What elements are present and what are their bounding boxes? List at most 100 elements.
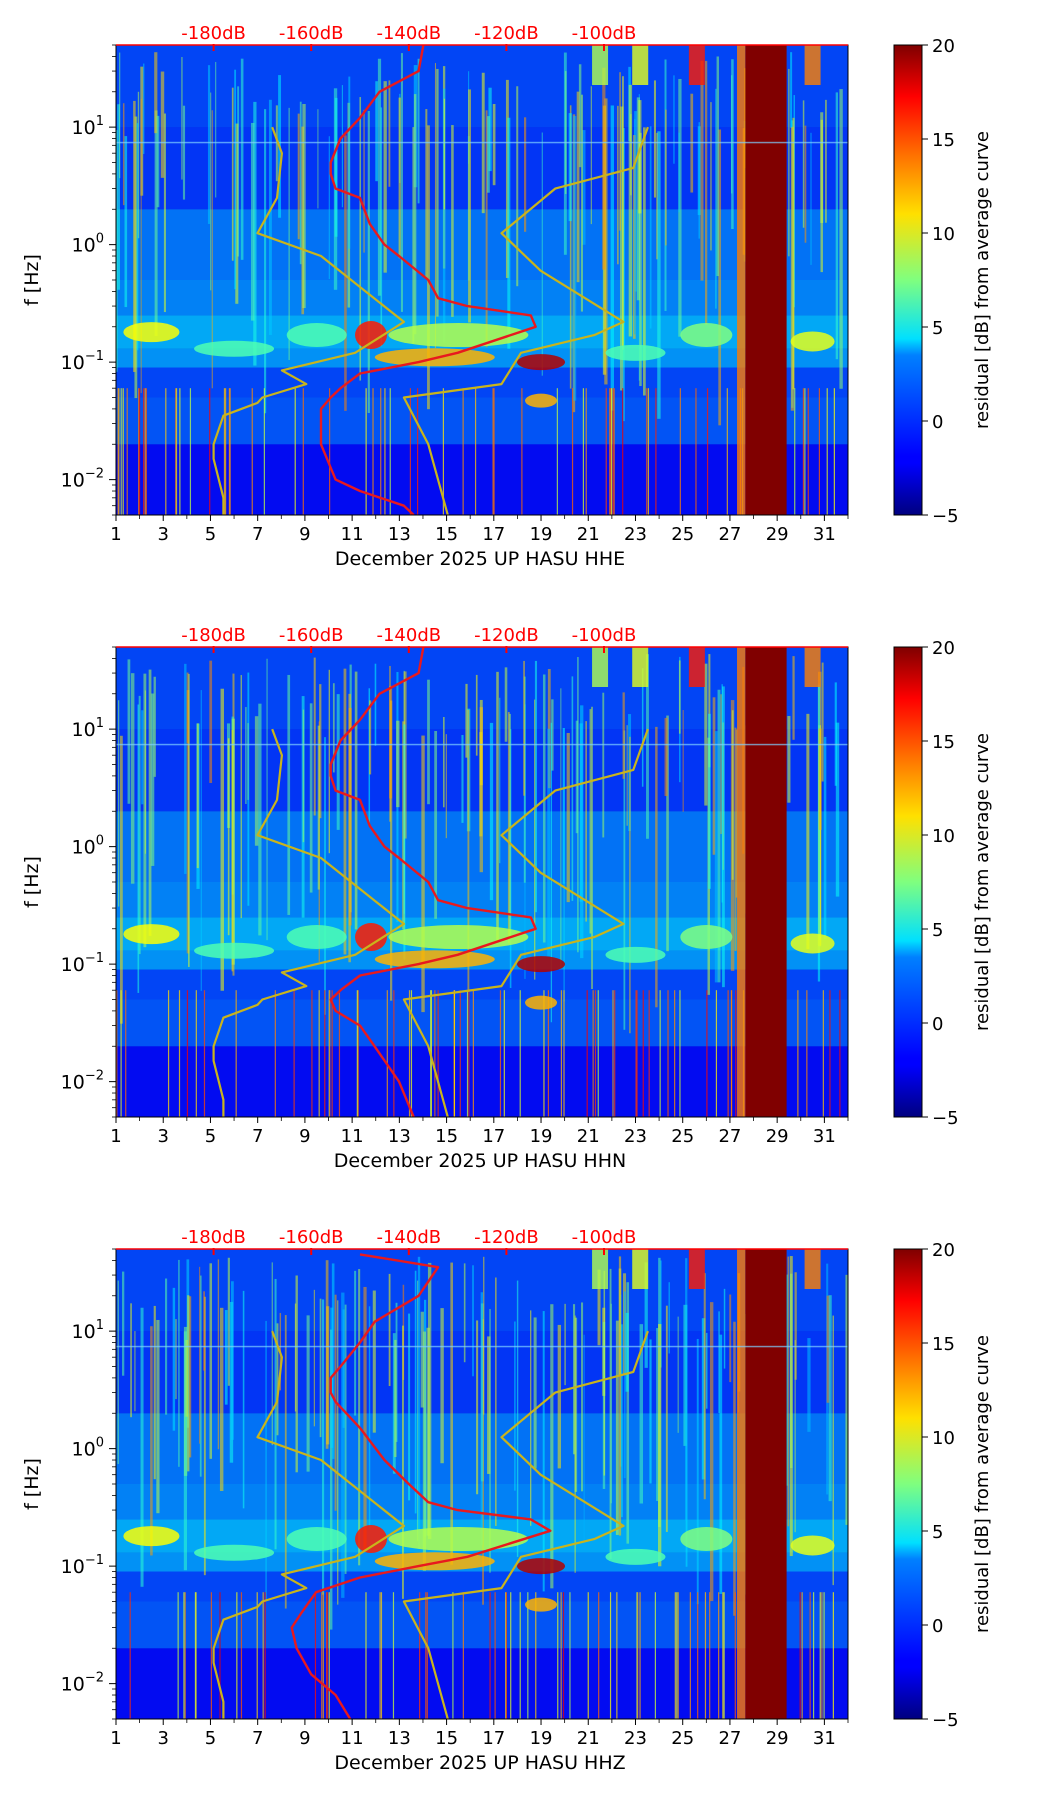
- heatmap-streak: [178, 1259, 180, 1467]
- heatmap-streak: [622, 388, 624, 515]
- heatmap-streak: [328, 136, 330, 280]
- x-tick-label: 29: [766, 1126, 789, 1147]
- heatmap-streak: [541, 132, 543, 376]
- heatmap-streak: [475, 674, 478, 756]
- heatmap-streak: [451, 125, 454, 317]
- heatmap-streak: [677, 1592, 679, 1719]
- heatmap-streak: [582, 388, 585, 515]
- heatmap-blob: [592, 1249, 609, 1289]
- heatmap-streak: [547, 728, 551, 956]
- heatmap-streak: [578, 64, 582, 168]
- heatmap-blob: [804, 45, 821, 85]
- heatmap-streak: [334, 97, 338, 237]
- heatmap-streak: [240, 58, 244, 260]
- heatmap-streak: [172, 1287, 176, 1431]
- heatmap-streak: [129, 1592, 131, 1719]
- heatmap-streak: [118, 388, 120, 515]
- colorbar-tick-label: 5: [932, 920, 943, 941]
- heatmap-streak: [679, 388, 681, 515]
- heatmap-streak: [486, 116, 490, 193]
- heatmap-blob: [525, 995, 558, 1010]
- heatmap-streak: [389, 388, 391, 515]
- heatmap-streak: [203, 1296, 206, 1576]
- heatmap-streak: [386, 990, 388, 1117]
- heatmap-streak: [722, 1592, 724, 1719]
- heatmap-streak: [628, 84, 633, 337]
- heatmap-streak: [703, 1273, 706, 1500]
- heatmap-streak: [712, 697, 716, 855]
- heatmap-streak: [295, 1275, 298, 1473]
- heatmap-streak: [704, 1592, 707, 1719]
- x-tick-label: 21: [577, 1728, 600, 1749]
- heatmap-streak: [604, 98, 608, 385]
- heatmap-streak: [534, 699, 536, 980]
- heatmap-streak: [332, 683, 335, 773]
- heatmap-streak: [621, 1324, 623, 1518]
- heatmap-streak: [175, 388, 177, 515]
- heatmap-streak: [700, 60, 704, 281]
- heatmap-streak: [806, 713, 810, 950]
- heatmap-streak: [706, 388, 709, 515]
- heatmap-streak: [674, 1592, 676, 1719]
- saturated-band-edge: [737, 45, 746, 515]
- heatmap-streak: [731, 59, 734, 230]
- colorbar-tick-label: −5: [932, 1108, 959, 1129]
- heatmap-streak: [365, 388, 367, 515]
- heatmap-streak: [412, 127, 415, 344]
- colorbar-tick-label: 15: [932, 130, 955, 151]
- heatmap-streak: [792, 656, 795, 740]
- heatmap-streak: [659, 1260, 662, 1368]
- heatmap-streak: [715, 88, 717, 309]
- heatmap-streak: [452, 1592, 454, 1719]
- heatmap-streak: [636, 1592, 638, 1719]
- heatmap-blob: [632, 647, 649, 687]
- heatmap-streak: [284, 1315, 287, 1609]
- heatmap-streak: [209, 1263, 213, 1459]
- heatmap-streak: [516, 86, 519, 287]
- heatmap-streak: [557, 1592, 559, 1719]
- heatmap-streak: [613, 388, 615, 515]
- heatmap-streak: [240, 1592, 243, 1719]
- heatmap-streak: [499, 697, 501, 864]
- x-tick-label: 9: [299, 1728, 310, 1749]
- heatmap-streak: [231, 87, 234, 261]
- heatmap-streak: [194, 1592, 197, 1719]
- heatmap-streak: [178, 990, 181, 1117]
- heatmap-streak: [817, 684, 821, 982]
- heatmap-streak: [165, 388, 167, 515]
- spectral-line: [116, 141, 848, 144]
- heatmap-streak: [715, 990, 718, 1117]
- heatmap-streak: [801, 1592, 803, 1719]
- heatmap-streak: [189, 1296, 192, 1458]
- heatmap-streak: [616, 1592, 618, 1719]
- heatmap-streak: [179, 388, 181, 515]
- heatmap-streak: [790, 126, 795, 411]
- heatmap-streak: [150, 693, 155, 866]
- colorbar-tick-label: 0: [932, 412, 943, 433]
- heatmap-streak: [148, 669, 152, 936]
- heatmap-streak: [442, 88, 446, 343]
- heatmap-streak: [223, 388, 226, 515]
- heatmap-streak: [358, 1269, 361, 1566]
- saturated-band: [745, 1249, 787, 1719]
- heatmap-streak: [302, 103, 306, 309]
- heatmap-streak: [396, 720, 400, 808]
- y-tick-label: 100: [72, 834, 104, 859]
- heatmap-streak: [646, 654, 649, 839]
- heatmap-streak: [698, 122, 701, 239]
- heatmap-streak: [619, 72, 621, 231]
- heatmap-streak: [802, 388, 805, 515]
- heatmap-streak: [306, 1315, 310, 1472]
- heatmap-streak: [133, 100, 136, 372]
- heatmap-streak: [716, 56, 719, 277]
- heatmap-streak: [533, 1317, 537, 1469]
- heatmap-streak: [425, 1592, 427, 1719]
- heatmap-streak: [313, 1289, 315, 1427]
- heatmap-streak: [125, 990, 127, 1117]
- heatmap-streak: [534, 660, 538, 913]
- heatmap-streak: [195, 1592, 197, 1719]
- heatmap-streak: [496, 671, 499, 943]
- heatmap-streak: [160, 71, 165, 178]
- heatmap-streak: [576, 91, 580, 283]
